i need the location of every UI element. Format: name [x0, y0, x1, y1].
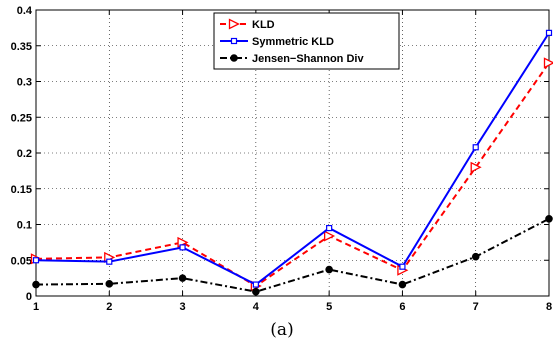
- series-line: [35, 217, 550, 293]
- legend-entry: Jensen−Shannon Div: [220, 53, 364, 65]
- x-tick-label: 3: [180, 301, 186, 313]
- y-tick-label: 0.3: [17, 77, 32, 89]
- y-tick-label: 0.05: [11, 255, 32, 267]
- data-point: [106, 258, 113, 265]
- x-tick-label: 2: [106, 301, 112, 313]
- x-tick-label: 5: [326, 301, 332, 313]
- legend-marker: [230, 37, 238, 45]
- data-point: [252, 287, 260, 296]
- data-point: [399, 263, 406, 270]
- x-tick-label: 4: [253, 301, 260, 313]
- data-point: [472, 144, 479, 151]
- legend-marker: [230, 54, 238, 62]
- x-tick-label: 1: [33, 301, 39, 313]
- y-tick-label: 0.1: [17, 220, 32, 232]
- y-tick-label: 0.4: [17, 5, 33, 17]
- legend-entry: Symmetric KLD: [220, 36, 334, 48]
- figure-caption: (a): [270, 320, 293, 340]
- data-point: [471, 252, 480, 261]
- legend: KLD Symmetric KLD Jensen−Shannon Div: [213, 12, 400, 70]
- data-point: [32, 280, 40, 289]
- data-point: [178, 274, 187, 282]
- x-tick-label: 8: [546, 301, 552, 313]
- data-point: [470, 161, 482, 173]
- legend-label: Symmetric KLD: [252, 36, 334, 48]
- data-point: [398, 280, 407, 289]
- data-point: [545, 214, 553, 223]
- legend-label: KLD: [252, 19, 275, 31]
- x-tick-label: 7: [473, 301, 479, 313]
- data-point: [326, 224, 333, 232]
- series-2: [32, 214, 553, 296]
- y-tick-label: 0: [26, 291, 32, 303]
- series-1: [32, 29, 553, 288]
- data-point: [545, 29, 553, 36]
- legend-label: Jensen−Shannon Div: [252, 53, 364, 65]
- y-tick-label: 0.15: [11, 184, 32, 196]
- data-point: [323, 230, 336, 242]
- data-point: [105, 280, 114, 288]
- y-tick-label: 0.35: [11, 41, 32, 53]
- data-point: [252, 281, 259, 288]
- legend-entry: KLD: [220, 18, 275, 31]
- y-tick-label: 0.25: [11, 112, 32, 124]
- data-point: [179, 244, 186, 251]
- y-tick-label: 0.2: [17, 148, 32, 160]
- series-line: [35, 32, 550, 286]
- data-point: [325, 265, 333, 274]
- series-line: [35, 62, 550, 288]
- axes: 0 0.05 0.1 0.15 0.2 0.25 0.3 0.35 0.4 1 2 3 4 5 6 7 8: [11, 5, 552, 313]
- data-point: [543, 57, 553, 69]
- x-tick-label: 6: [399, 301, 405, 313]
- series-layer: [30, 29, 553, 296]
- data-point: [32, 257, 40, 264]
- legend-marker: [228, 18, 240, 30]
